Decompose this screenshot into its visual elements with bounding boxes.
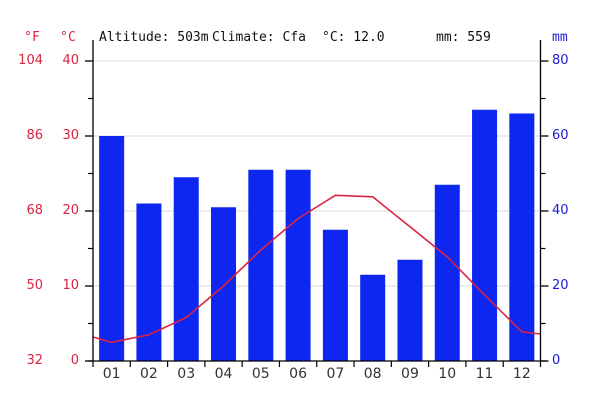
climate-class-text: Climate: Cfa: [212, 30, 306, 45]
celsius-tick-label: 30: [62, 128, 79, 143]
celsius-tick-label: 40: [62, 53, 79, 68]
month-label-01: 01: [102, 366, 121, 382]
fahrenheit-tick-label: 32: [26, 353, 43, 368]
celsius-tick-label: 20: [62, 203, 79, 218]
fahrenheit-tick-label: 86: [26, 128, 43, 143]
mm-tick-label: 40: [552, 203, 569, 218]
precip-bar-04: [211, 207, 237, 361]
precip-bar-10: [434, 184, 460, 361]
month-label-12: 12: [512, 366, 531, 382]
month-label-11: 11: [475, 366, 494, 382]
precip-bar-09: [397, 259, 423, 361]
month-label-10: 10: [438, 366, 457, 382]
precip-bar-11: [472, 109, 498, 361]
month-label-02: 02: [140, 366, 158, 382]
mm-tick-label: 20: [552, 278, 569, 293]
fahrenheit-tick-label: 104: [18, 53, 43, 68]
mm-axis-title: mm: [552, 30, 568, 45]
month-label-07: 07: [326, 366, 345, 382]
month-label-08: 08: [363, 366, 382, 382]
precip-bar-01: [99, 136, 125, 361]
temperature-line: [92, 194, 541, 344]
month-label-06: 06: [289, 366, 307, 382]
month-label-04: 04: [214, 366, 233, 382]
mm-tick-label: 0: [552, 353, 561, 368]
fahrenheit-axis-title: °F: [24, 30, 40, 45]
mm-tick-label: 60: [552, 128, 569, 143]
altitude-text: Altitude: 503m: [99, 30, 209, 45]
mean-temperature-text: °C: 12.0: [322, 30, 385, 45]
annual-precip-text: mm: 559: [436, 30, 491, 45]
celsius-tick-label: 0: [70, 353, 79, 368]
mm-tick-label: 80: [552, 53, 569, 68]
precip-bar-06: [285, 169, 311, 361]
month-label-03: 03: [177, 366, 196, 382]
precip-bar-05: [248, 169, 274, 361]
precip-bar-12: [509, 113, 535, 361]
precip-bar-03: [173, 177, 199, 361]
celsius-tick-label: 10: [62, 278, 79, 293]
fahrenheit-tick-label: 68: [26, 203, 43, 218]
precip-bar-07: [322, 229, 348, 361]
fahrenheit-tick-label: 50: [26, 278, 43, 293]
celsius-axis-title: °C: [60, 30, 76, 45]
month-label-09: 09: [401, 366, 419, 382]
precip-bar-08: [360, 274, 386, 361]
precip-bar-02: [136, 203, 162, 361]
month-label-05: 05: [251, 366, 270, 382]
